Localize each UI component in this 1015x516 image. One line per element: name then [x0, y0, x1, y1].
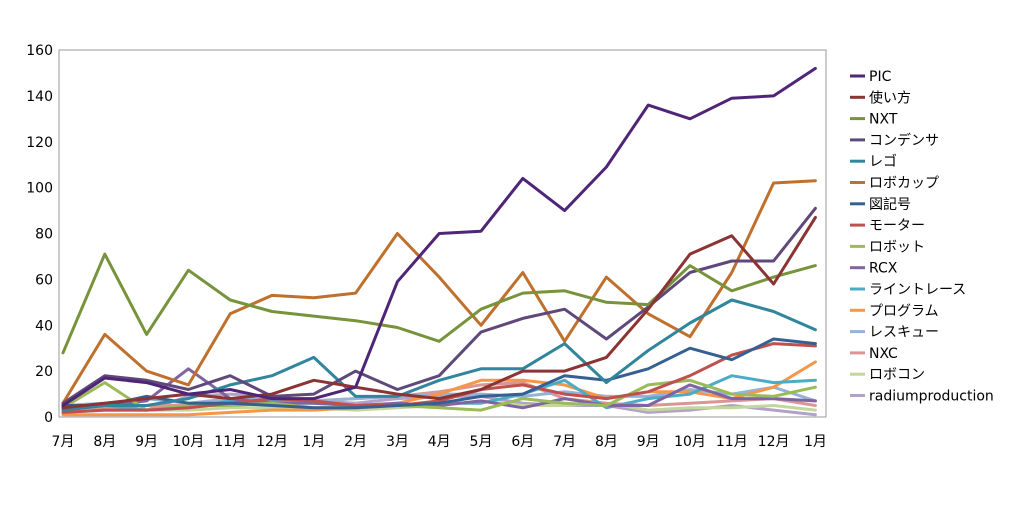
legend-label: コンデンサ [869, 132, 939, 149]
y-tick-label: 160 [26, 43, 53, 59]
legend-label: NXC [869, 346, 898, 362]
legend-label: レスキュー [869, 325, 939, 341]
series-line [61, 360, 817, 417]
legend-label: プログラム [869, 303, 939, 319]
y-tick-label: 80 [35, 227, 53, 243]
y-tick-label: 140 [26, 89, 53, 105]
x-tick-label: 12月 [758, 434, 790, 450]
y-tick-label: 20 [35, 364, 53, 380]
x-tick-label: 3月 [386, 434, 409, 450]
x-tick-label: 11月 [716, 434, 748, 450]
x-tick-label: 10月 [172, 434, 204, 450]
x-tick-label: 7月 [553, 434, 576, 450]
legend-label: 使い方 [869, 89, 911, 106]
series-line [61, 342, 817, 414]
legend-label: PIC [869, 69, 892, 85]
series-line [61, 378, 817, 412]
y-tick-label: 0 [44, 410, 53, 426]
legend-label: NXT [869, 112, 898, 128]
legend-label: ロボカップ [869, 176, 939, 192]
series-lines [61, 66, 817, 417]
legend-label: ロボコン [869, 367, 925, 383]
series-line [61, 392, 817, 417]
series-line [61, 337, 817, 410]
x-tick-label: 6月 [511, 434, 534, 450]
x-tick-label: 11月 [214, 434, 246, 450]
y-tick-label: 120 [26, 135, 53, 151]
x-tick-label: 12月 [256, 434, 288, 450]
x-tick-label: 2月 [344, 434, 367, 450]
series-line [61, 252, 817, 355]
x-tick-label: 8月 [595, 434, 618, 450]
x-tick-label: 1月 [804, 434, 827, 450]
series-line [61, 179, 817, 405]
x-tick-label: 5月 [470, 434, 493, 450]
legend-label: RCX [869, 261, 898, 277]
y-tick-label: 100 [26, 181, 53, 197]
series-line [61, 367, 817, 410]
legend-label: ロボット [869, 239, 925, 255]
x-tick-label: 1月 [302, 434, 325, 450]
y-tick-label: 60 [35, 272, 53, 288]
x-tick-label: 9月 [637, 434, 660, 450]
series-line [61, 66, 817, 407]
x-tick-label: 8月 [93, 434, 116, 450]
legend-label: radiumproduction [869, 389, 994, 405]
y-axis: 0 20 40 60 80 100 120 140 160 [26, 43, 53, 426]
legend-label: ライントレース [869, 282, 966, 298]
series-line [61, 206, 817, 405]
x-tick-label: 4月 [428, 434, 451, 450]
legend-label: モーター [869, 218, 925, 234]
x-tick-label: 10月 [674, 434, 706, 450]
x-tick-label: 9月 [135, 434, 158, 450]
x-tick-label: 7月 [52, 434, 75, 450]
legend-label: レゴ [869, 153, 897, 170]
legend-label: 図記号 [869, 196, 911, 213]
y-tick-label: 40 [35, 318, 53, 334]
series-line [61, 298, 817, 412]
x-axis: 7月 8月 9月 10月 11月 12月 1月 2月 3月 4月 5月 6月 7月 8月 9月 10月 11月 1… [52, 434, 827, 450]
